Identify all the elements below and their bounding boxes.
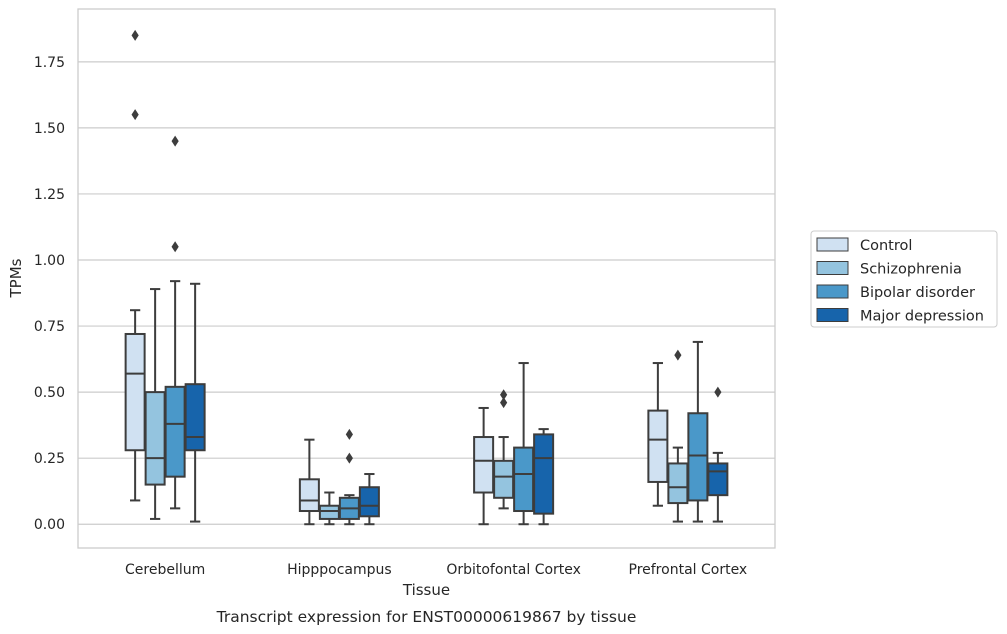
box — [358, 486, 380, 518]
box — [298, 478, 320, 513]
box — [647, 409, 669, 483]
box — [707, 462, 729, 497]
box — [144, 391, 166, 486]
box — [124, 332, 146, 452]
legend: Control Schizophrenia Bipolar disorder Majo… — [810, 230, 998, 328]
y-tick-labels: 0.00 0.25 0.50 0.75 1.00 1.25 1.50 1.75 — [34, 55, 65, 533]
outlier-point — [500, 389, 508, 401]
y-tick-label: 0.75 — [34, 319, 65, 335]
legend-swatch — [816, 308, 849, 322]
box — [164, 385, 186, 478]
box — [667, 462, 689, 505]
y-tick-label: 1.00 — [34, 253, 65, 269]
box — [513, 446, 535, 513]
legend-label: Schizophrenia — [860, 262, 962, 278]
y-tick-label: 1.75 — [34, 55, 65, 71]
outlier-point — [171, 241, 179, 253]
x-tick-label: Prefrontal Cortex — [629, 562, 748, 578]
box — [687, 412, 709, 502]
legend-frame — [810, 230, 998, 328]
legend-label: Major depression — [860, 309, 984, 325]
outlier-point — [674, 349, 682, 361]
box — [493, 459, 515, 499]
outlier-point — [131, 109, 139, 121]
y-tick-label: 1.50 — [34, 121, 65, 137]
y-tick-label: 0.00 — [34, 517, 65, 533]
legend-label: Bipolar disorder — [860, 285, 975, 301]
legend-item: Bipolar disorder — [816, 284, 975, 301]
outlier-point — [345, 452, 353, 464]
y-tick-label: 1.25 — [34, 187, 65, 203]
outlier-point — [131, 29, 139, 41]
legend-swatch — [816, 284, 849, 299]
category-group — [298, 428, 380, 526]
x-axis-label: Tissue — [402, 581, 450, 599]
outlier-point — [500, 397, 508, 409]
legend-item: Control — [816, 237, 912, 254]
outlier-point — [714, 386, 722, 398]
plot-frame — [77, 8, 776, 549]
x-tick-label: Hipppocampus — [287, 562, 392, 578]
box — [473, 436, 495, 494]
y-axis-label: TPMs — [7, 258, 25, 298]
legend-item: Schizophrenia — [816, 261, 962, 278]
category-group — [124, 29, 206, 523]
x-tick-label: Cerebellum — [125, 562, 205, 578]
box — [184, 383, 206, 452]
outlier-point — [345, 428, 353, 440]
outlier-point — [171, 135, 179, 147]
y-tick-label: 0.25 — [34, 451, 65, 467]
legend-item: Major depression — [816, 308, 984, 325]
x-tick-labels: Cerebellum Hipppocampus Orbitofontal Corte… — [125, 562, 747, 578]
chart-caption: Transcript expression for ENST0000061986… — [216, 608, 637, 626]
box-groups — [124, 29, 729, 526]
box — [318, 504, 340, 520]
legend-swatch — [816, 237, 849, 252]
legend-label: Control — [860, 238, 912, 254]
box — [533, 433, 555, 515]
legend-swatch — [816, 261, 849, 275]
category-group — [647, 340, 729, 523]
category-group — [473, 362, 555, 526]
x-tick-label: Orbitofontal Cortex — [446, 562, 581, 578]
y-tick-label: 0.50 — [34, 385, 65, 401]
